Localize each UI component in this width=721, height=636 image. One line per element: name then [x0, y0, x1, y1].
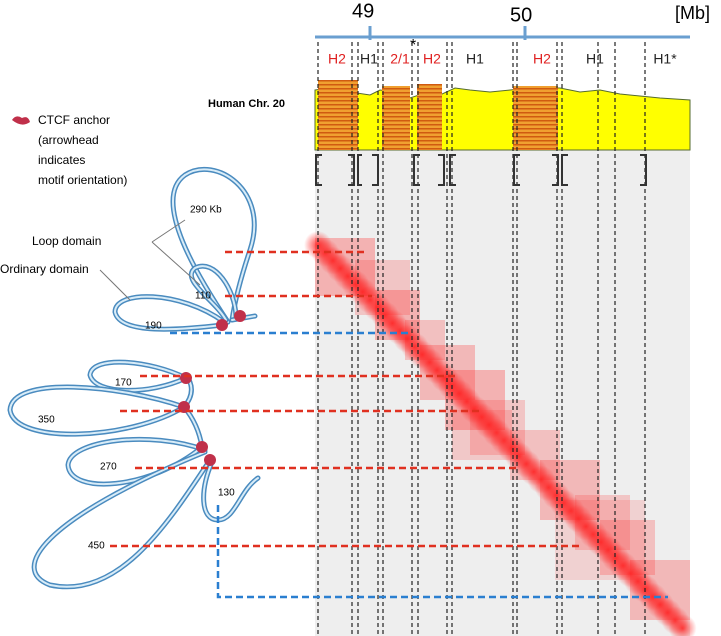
domain-label: H2: [533, 51, 551, 67]
boundaries: [317, 42, 646, 636]
domain-label: H1*: [653, 51, 677, 67]
callout: Loop domain: [32, 234, 101, 248]
loop: [9, 386, 185, 436]
domain-label: H1: [586, 51, 604, 67]
domain-bars: [318, 80, 558, 150]
loop-size: 130: [218, 488, 235, 499]
asterisk: *: [410, 37, 416, 54]
loops: [7, 167, 261, 590]
anchor: [216, 319, 228, 331]
loop-size: 190: [145, 321, 162, 332]
callout-line: [151, 219, 186, 243]
guides: [110, 250, 668, 599]
loop-link: [181, 313, 258, 450]
domain-label: H2: [328, 51, 346, 67]
loop-size: 290 Kb: [190, 205, 222, 216]
anchor: [204, 454, 216, 466]
signal-track: [314, 87, 691, 151]
domain-label: H1: [466, 51, 484, 67]
anchor: [234, 310, 246, 322]
bracket: [315, 154, 647, 186]
offdiag: [555, 500, 645, 580]
anchor: [180, 372, 192, 384]
loop-size: 350: [38, 415, 55, 426]
legend-title: CTCF anchor: [38, 113, 110, 127]
brackets: [315, 154, 647, 186]
legend-note: motif orientation): [38, 173, 127, 187]
callout: Ordinary domain: [0, 262, 89, 276]
anchor: [196, 441, 208, 453]
loop-size: 450: [88, 541, 105, 552]
h2-bar: [318, 80, 358, 150]
loop: [33, 451, 211, 588]
domain-label: 2/1: [390, 51, 410, 67]
domain-label: H1: [360, 51, 378, 67]
loop: [89, 361, 187, 392]
loop: [190, 265, 237, 321]
bar: [382, 86, 410, 150]
loop-size: 170: [115, 378, 132, 389]
axis-unit: [Mb]: [675, 3, 710, 23]
h2-bar: [417, 84, 442, 150]
legend-note: (arrowhead: [38, 133, 99, 147]
domain-label: H2: [423, 51, 441, 67]
loop: [114, 295, 225, 331]
legend-note: indicates: [38, 153, 85, 167]
domain-labels: H2 H1 2/1 H2 H1 H2 H1 H1*: [328, 51, 677, 67]
diagonal: [668, 614, 697, 636]
loop: [172, 168, 256, 323]
ctcf-icon: [12, 116, 30, 125]
callout-line: [151, 241, 201, 286]
callout-line: [99, 269, 131, 301]
offdiag: [452, 410, 512, 460]
loop-size: 270: [100, 462, 117, 473]
blue-guide: [216, 505, 668, 599]
loop-size: 110: [195, 291, 211, 302]
h2-bar: [513, 86, 558, 150]
track-label: Human Chr. 20: [208, 98, 285, 110]
axis-tick-label: 49: [352, 0, 374, 22]
axis-tick-label: 50: [510, 4, 532, 26]
